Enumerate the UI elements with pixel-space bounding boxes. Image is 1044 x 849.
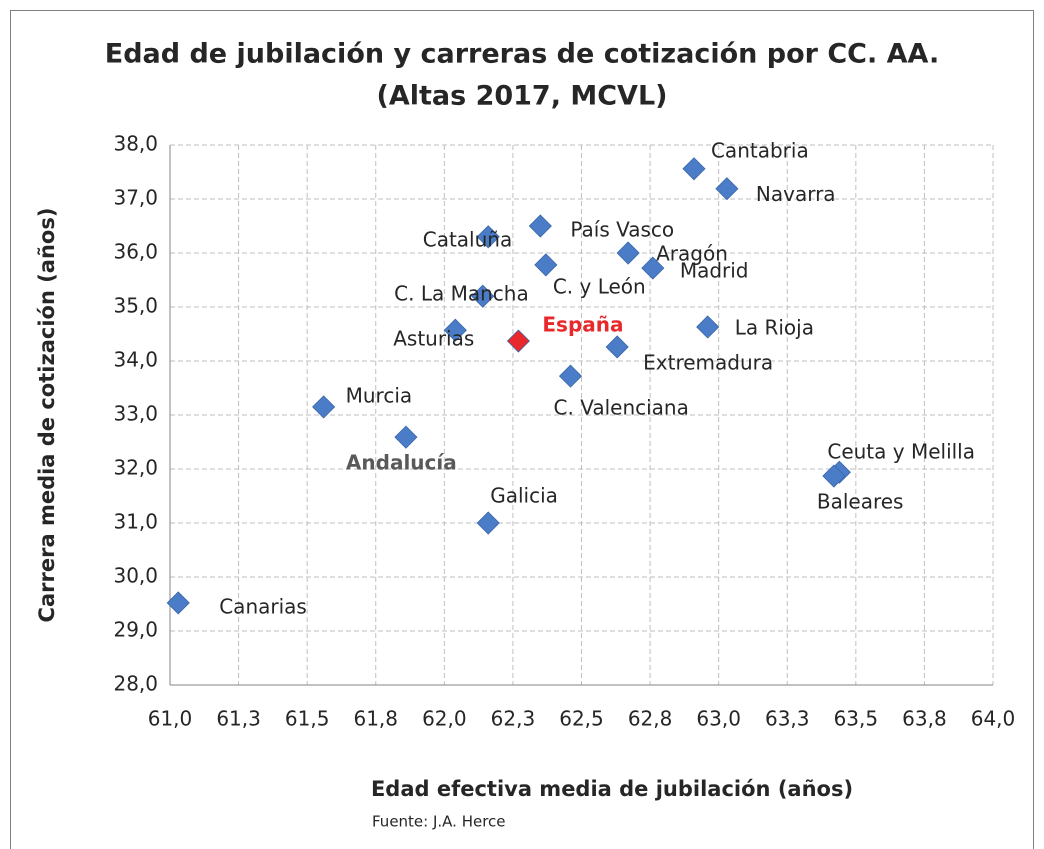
data-point: [605, 335, 629, 359]
point-label: Extremadura: [643, 350, 773, 374]
point-label: Galicia: [490, 484, 558, 508]
source-note: Fuente: J.A. Herce: [372, 813, 506, 831]
point-label: País Vasco: [570, 218, 674, 242]
y-tick-label: 30,0: [113, 564, 158, 588]
x-tick-label: 61,8: [353, 707, 398, 731]
point-label: Baleares: [817, 490, 904, 514]
data-point: [528, 214, 552, 238]
data-point: [616, 241, 640, 265]
y-tick-label: 33,0: [113, 402, 158, 426]
data-point: [476, 225, 500, 249]
y-axis-label: Carrera media de cotización (años): [35, 208, 59, 623]
point-label: La Rioja: [735, 315, 814, 339]
point-label: Madrid: [680, 259, 749, 283]
data-point: [534, 253, 558, 277]
data-point: [471, 284, 495, 308]
data-point: [696, 315, 720, 339]
point-label: Navarra: [756, 182, 836, 206]
data-point: [558, 364, 583, 388]
point-label: C. Valenciana: [554, 396, 689, 420]
chart-title: (Altas 2017, MCVL): [376, 81, 667, 112]
data-point: [166, 591, 190, 615]
chart-title: Edad de jubilación y carreras de cotizac…: [105, 39, 939, 70]
y-tick-label: 36,0: [113, 240, 158, 264]
x-tick-label: 61,5: [285, 707, 330, 731]
data-point: [641, 256, 665, 280]
y-tick-label: 37,0: [113, 186, 158, 210]
x-tick-label: 61,0: [148, 707, 193, 731]
y-tick-label: 31,0: [113, 510, 158, 534]
y-tick-label: 32,0: [113, 456, 158, 480]
point-label: Cataluña: [423, 227, 512, 251]
data-point: [312, 395, 336, 419]
point-label: Canarias: [219, 594, 307, 618]
data-point: [443, 318, 467, 342]
data-point: [394, 425, 418, 449]
point-label: C. La Mancha: [394, 282, 529, 306]
chart-frame: [10, 10, 1034, 849]
x-tick-label: 63,8: [902, 707, 947, 731]
data-point: [715, 177, 739, 201]
point-label: Aragón: [656, 242, 728, 266]
y-tick-label: 38,0: [113, 132, 158, 156]
x-tick-label: 63,5: [834, 707, 879, 731]
y-tick-label: 35,0: [113, 294, 158, 318]
x-tick-label: 61,3: [216, 707, 261, 731]
point-label: C. y León: [553, 274, 646, 298]
data-point: [476, 511, 500, 535]
point-label: Murcia: [346, 383, 413, 407]
point-label: Cantabria: [711, 138, 809, 162]
y-tick-label: 28,0: [113, 672, 158, 696]
data-point: [506, 329, 530, 353]
x-tick-label: 62,8: [628, 707, 673, 731]
point-label: Ceuta y Melilla: [827, 440, 975, 464]
point-label: Asturias: [393, 327, 474, 351]
x-tick-label: 62,5: [559, 707, 604, 731]
data-point: [822, 464, 846, 488]
x-tick-label: 62,3: [491, 707, 536, 731]
y-tick-label: 29,0: [113, 618, 158, 642]
x-axis-label: Edad efectiva media de jubilación (años): [371, 777, 853, 801]
x-tick-label: 63,0: [696, 707, 741, 731]
point-label: Andalucía: [346, 451, 457, 475]
data-point: [682, 157, 706, 181]
y-tick-label: 34,0: [113, 348, 158, 372]
x-tick-label: 63,3: [765, 707, 810, 731]
x-tick-label: 64,0: [971, 707, 1016, 731]
x-tick-label: 62,0: [422, 707, 467, 731]
point-label: España: [542, 313, 623, 337]
